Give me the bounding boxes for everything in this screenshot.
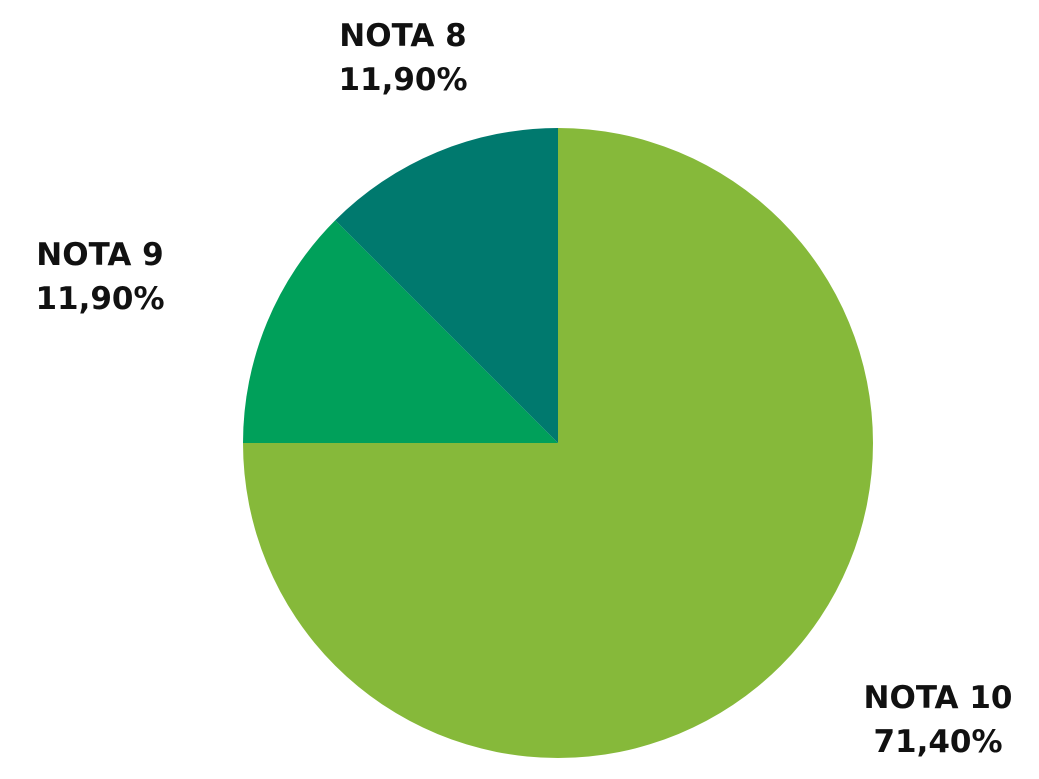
slice-value-label: 71,40% [873,724,1003,760]
slice-category-label: NOTA 8 [339,18,467,54]
pie-slice-nota-9 [243,220,558,443]
slice-label-nota-8: NOTA 8 11,90% [313,14,493,102]
pie-slice-nota-8 [335,127,558,443]
slice-label-nota-9: NOTA 9 11,90% [10,233,190,321]
slice-category-label: NOTA 10 [863,680,1013,716]
slice-label-nota-10: NOTA 10 71,40% [848,676,1028,764]
slice-value-label: 11,90% [338,62,468,98]
slice-value-label: 11,90% [35,281,165,317]
slice-category-label: NOTA 9 [36,237,164,273]
